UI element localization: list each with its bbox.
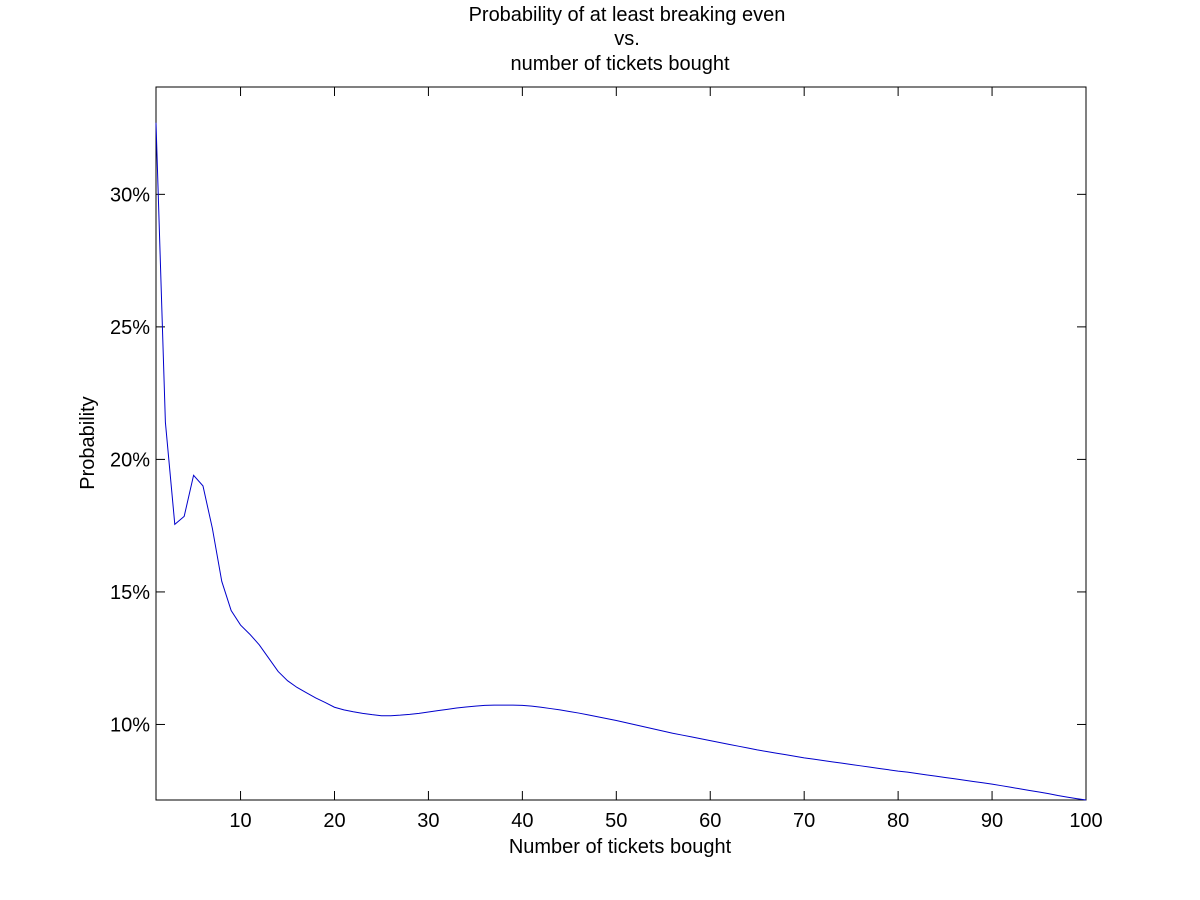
y-tick-label: 20% — [110, 449, 150, 471]
x-tick-label: 80 — [887, 810, 909, 832]
y-tick-label: 30% — [110, 184, 150, 206]
axis-ticks — [156, 87, 1087, 800]
x-tick-label: 100 — [1069, 810, 1102, 832]
chart-title-line-2: vs. — [614, 28, 640, 50]
y-tick-label: 25% — [110, 317, 150, 339]
x-axis-tick-labels: 10 20 30 40 50 60 70 80 90 100 — [229, 810, 1102, 832]
chart-title-line-1: Probability of at least breaking even — [469, 4, 786, 26]
series-line — [155, 122, 1087, 801]
x-tick-label: 40 — [511, 810, 533, 832]
y-tick-label: 15% — [110, 582, 150, 604]
plot-area-frame — [155, 86, 1087, 801]
x-tick-label: 60 — [699, 810, 721, 832]
chart-title-line-3: number of tickets bought — [510, 53, 729, 75]
x-tick-label: 30 — [417, 810, 439, 832]
x-tick-label: 20 — [323, 810, 345, 832]
x-axis-label: Number of tickets bought — [509, 836, 732, 858]
y-axis-tick-labels: 10% 15% 20% 25% 30% — [110, 184, 150, 736]
x-tick-label: 90 — [981, 810, 1003, 832]
y-tick-label: 10% — [110, 714, 150, 736]
x-tick-label: 50 — [605, 810, 627, 832]
x-tick-label: 70 — [793, 810, 815, 832]
chart-title: Probability of at least breaking even vs… — [469, 4, 786, 75]
x-tick-label: 10 — [229, 810, 251, 832]
y-axis-label: Probability — [77, 396, 99, 489]
